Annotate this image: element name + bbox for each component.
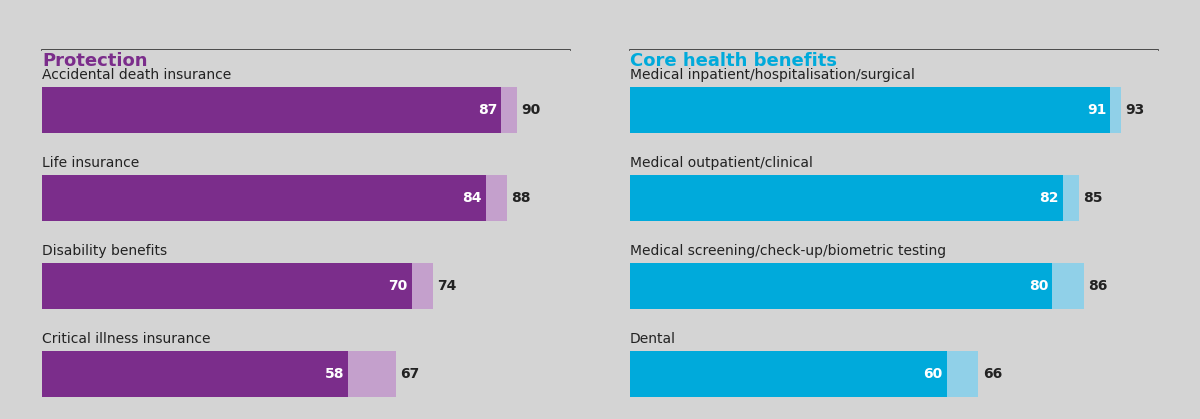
Text: 80: 80 <box>1028 279 1048 293</box>
Text: 88: 88 <box>511 191 530 205</box>
Bar <box>42 263 412 309</box>
Text: Dental: Dental <box>630 332 676 346</box>
Text: 60: 60 <box>923 367 942 381</box>
Text: 74: 74 <box>437 279 456 293</box>
Bar <box>42 175 506 221</box>
Bar <box>630 351 978 397</box>
Text: 87: 87 <box>478 103 497 117</box>
Bar <box>630 175 1063 221</box>
Text: Protection: Protection <box>42 52 148 70</box>
Text: 85: 85 <box>1084 191 1103 205</box>
Bar <box>42 87 502 133</box>
Text: Accidental death insurance: Accidental death insurance <box>42 68 232 82</box>
Text: 70: 70 <box>388 279 407 293</box>
Bar <box>630 175 1079 221</box>
Text: 86: 86 <box>1088 279 1108 293</box>
Text: 91: 91 <box>1087 103 1106 117</box>
Text: 58: 58 <box>324 367 344 381</box>
Text: Medical screening/check-up/biometric testing: Medical screening/check-up/biometric tes… <box>630 244 946 258</box>
Text: 93: 93 <box>1126 103 1145 117</box>
Text: Medical outpatient/clinical: Medical outpatient/clinical <box>630 156 812 170</box>
Text: 67: 67 <box>400 367 419 381</box>
Bar <box>42 351 348 397</box>
Text: 84: 84 <box>462 191 481 205</box>
Bar <box>42 263 433 309</box>
Text: Critical illness insurance: Critical illness insurance <box>42 332 210 346</box>
Bar <box>42 87 517 133</box>
Bar <box>630 351 947 397</box>
Bar <box>630 263 1084 309</box>
Text: Disability benefits: Disability benefits <box>42 244 167 258</box>
Bar <box>42 351 396 397</box>
Text: 66: 66 <box>983 367 1002 381</box>
Text: Core health benefits: Core health benefits <box>630 52 838 70</box>
Bar <box>42 175 486 221</box>
Bar <box>630 263 1052 309</box>
Text: 90: 90 <box>522 103 541 117</box>
Text: 82: 82 <box>1039 191 1058 205</box>
Bar <box>630 87 1121 133</box>
Text: Medical inpatient/hospitalisation/surgical: Medical inpatient/hospitalisation/surgic… <box>630 68 914 82</box>
Text: Life insurance: Life insurance <box>42 156 139 170</box>
Bar <box>630 87 1110 133</box>
